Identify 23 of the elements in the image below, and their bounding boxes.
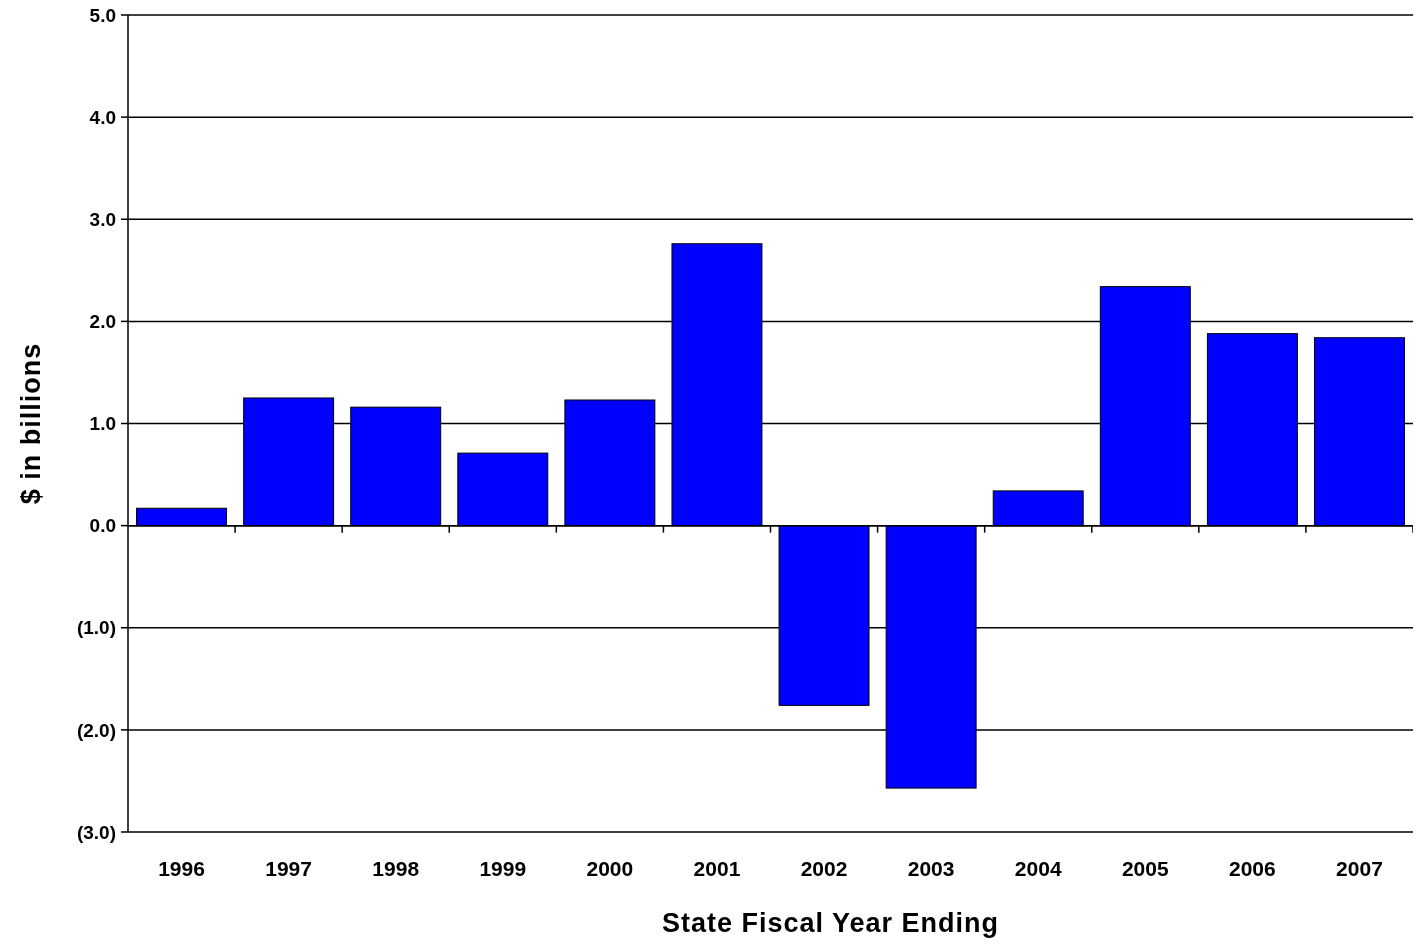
y-tick-label: (1.0) [76, 617, 116, 639]
y-tick-label: (2.0) [76, 719, 116, 741]
x-tick-label: 1996 [158, 857, 205, 880]
y-tick-label: 3.0 [89, 208, 116, 230]
y-tick-label: 5.0 [89, 4, 116, 26]
x-tick-label: 2001 [693, 857, 741, 880]
y-tick-label: 1.0 [89, 413, 116, 435]
x-tick-label: 2005 [1121, 857, 1169, 880]
x-tick-label: 1999 [479, 857, 527, 880]
x-axis-title: State Fiscal Year Ending [661, 908, 1000, 938]
x-tick-label: 1997 [265, 857, 312, 880]
y-tick-label: 2.0 [89, 311, 116, 333]
y-axis-title: $ in billions [16, 342, 46, 505]
x-tick-label: 2000 [586, 857, 634, 880]
y-tick-label: 4.0 [89, 106, 116, 128]
x-tick-label: 1998 [372, 857, 420, 880]
x-tick-label: 2007 [1336, 857, 1383, 880]
x-tick-label: 2006 [1229, 857, 1276, 880]
x-tick-label: 2002 [800, 857, 848, 880]
y-tick-label: 0.0 [89, 515, 116, 537]
y-tick-label: (3.0) [76, 821, 116, 843]
x-tick-label: 2003 [907, 857, 955, 880]
x-tick-label: 2004 [1014, 857, 1062, 880]
